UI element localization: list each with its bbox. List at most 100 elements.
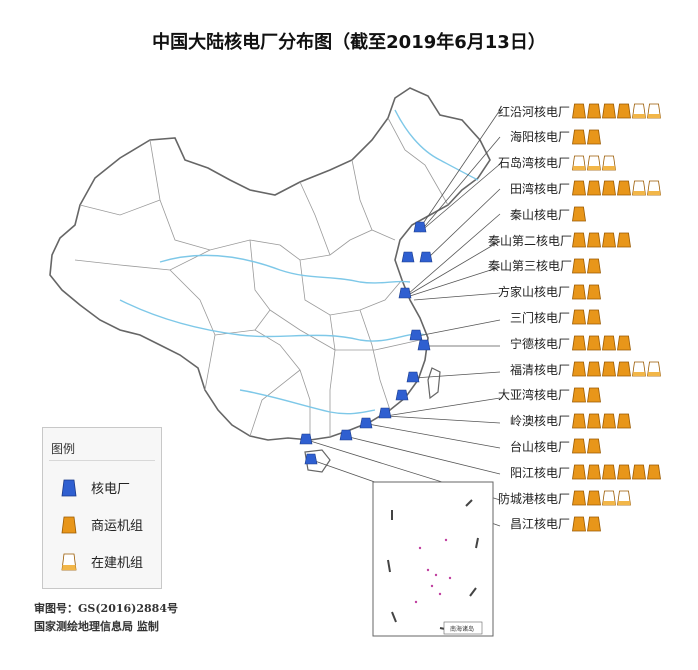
construction-unit-icon <box>617 490 631 506</box>
plant-name: 阳江核电厂 <box>509 465 570 480</box>
operating-unit-icon <box>572 180 586 196</box>
construction-unit-icon <box>632 180 646 196</box>
operating-unit-icon <box>572 309 586 325</box>
operating-unit-icon <box>602 232 616 248</box>
plant-marker <box>339 429 353 441</box>
operating-unit-icon <box>632 464 646 480</box>
operating-unit-icon <box>587 387 601 403</box>
operating-unit-icon <box>602 464 616 480</box>
operating-unit-icon <box>587 361 601 377</box>
operating-unit-icon <box>587 232 601 248</box>
plant-name: 防城港核电厂 <box>497 491 570 506</box>
plant-name: 昌江核电厂 <box>509 517 570 532</box>
plant-units <box>572 103 661 119</box>
operating-unit-icon <box>602 335 616 351</box>
plant-name: 台山核电厂 <box>509 439 570 454</box>
plant-units <box>572 129 601 145</box>
plant-marker <box>419 251 433 263</box>
operating-unit-icon <box>572 258 586 274</box>
operating-unit-icon <box>572 361 586 377</box>
plant-name: 红沿河核电厂 <box>497 104 570 119</box>
plant-marker <box>401 251 415 263</box>
operating-unit-icon <box>572 284 586 299</box>
operating-unit-icon <box>587 490 601 506</box>
operating-unit-icon <box>617 361 631 377</box>
plant-row: 田湾核电厂 <box>488 177 661 199</box>
operating-unit-icon <box>602 180 616 196</box>
plant-units <box>572 413 631 429</box>
plant-row: 大亚湾核电厂 <box>488 384 601 406</box>
construction-unit-icon <box>632 103 646 119</box>
legend-item-construction: 在建机组 <box>61 552 143 571</box>
operating-unit-icon <box>572 206 586 222</box>
plant-row: 防城港核电厂 <box>488 487 631 509</box>
plant-marker <box>304 453 318 465</box>
plant-marker <box>413 221 427 233</box>
operating-unit-icon <box>602 361 616 377</box>
plant-row: 台山核电厂 <box>488 435 601 457</box>
plant-row: 海阳核电厂 <box>488 126 601 148</box>
construction-unit-icon <box>632 361 646 377</box>
plant-row: 福清核电厂 <box>488 358 661 380</box>
plant-marker <box>398 287 412 299</box>
plant-name: 秦山核电厂 <box>509 207 570 222</box>
legend-label-plant: 核电厂 <box>91 482 131 497</box>
plant-units <box>572 335 631 351</box>
plant-marker <box>409 329 423 341</box>
construction-unit-icon <box>647 180 661 196</box>
plant-units <box>572 438 601 454</box>
operating-unit-icon <box>587 413 601 428</box>
operating-unit-icon <box>617 464 631 480</box>
legend-label-construction: 在建机组 <box>91 556 144 571</box>
operating-unit-icon <box>572 232 586 248</box>
plant-name: 岭澳核电厂 <box>509 414 570 429</box>
taiwan-island <box>427 367 441 400</box>
construction-unit-icon <box>572 155 586 170</box>
operating-unit-icon <box>572 129 586 145</box>
operating-unit-icon <box>572 413 586 428</box>
legend-item-plant: 核电厂 <box>61 478 130 497</box>
operating-unit-icon <box>572 387 586 403</box>
plant-units <box>572 516 601 532</box>
map-title: 中国大陆核电厂分布图（截至2019年6月13日） <box>152 32 546 53</box>
construction-unit-icon <box>647 361 661 377</box>
legend-label-operating: 商运机组 <box>91 519 144 534</box>
operating-unit-icon <box>587 284 601 299</box>
operating-unit-icon <box>617 180 631 196</box>
plant-row: 昌江核电厂 <box>488 513 601 535</box>
operating-unit-icon <box>587 309 601 325</box>
plant-row: 岭澳核电厂 <box>488 410 631 432</box>
operating-unit-icon <box>572 335 586 351</box>
plant-row: 方家山核电厂 <box>488 281 601 303</box>
plant-units <box>572 309 601 325</box>
plant-row: 红沿河核电厂 <box>488 100 661 122</box>
plant-units <box>572 180 661 196</box>
plant-row: 阳江核电厂 <box>488 461 661 483</box>
construction-unit-icon <box>587 155 601 170</box>
operating-unit-icon <box>587 464 601 480</box>
plant-name: 田湾核电厂 <box>509 181 570 196</box>
approval-number: 审图号：GS(2016)2884号 <box>34 602 178 615</box>
plant-row: 石岛湾核电厂 <box>488 152 616 174</box>
plant-name: 大亚湾核电厂 <box>497 388 570 403</box>
plant-markers <box>299 221 433 465</box>
plant-units <box>572 284 601 300</box>
plant-marker <box>299 433 313 445</box>
construction-unit-icon <box>602 155 616 170</box>
plant-marker <box>406 371 420 383</box>
plant-marker <box>417 339 431 351</box>
operating-unit-icon <box>587 258 601 274</box>
legend-item-operating: 商运机组 <box>61 515 143 534</box>
plant-name: 秦山第三核电厂 <box>488 259 573 274</box>
operating-unit-icon <box>617 232 631 248</box>
plant-name: 方家山核电厂 <box>497 285 570 300</box>
operating-unit-icon <box>587 129 601 145</box>
legend-box: 图例 核电厂 商运机组 在建机组 <box>42 427 162 589</box>
plant-marker <box>395 389 409 401</box>
mainland-outline <box>49 87 491 441</box>
plant-row: 秦山核电厂 <box>488 203 586 225</box>
plant-units <box>572 206 586 222</box>
supervisor-text: 国家测绘地理信息局 监制 <box>34 620 159 633</box>
plant-units <box>572 490 631 506</box>
